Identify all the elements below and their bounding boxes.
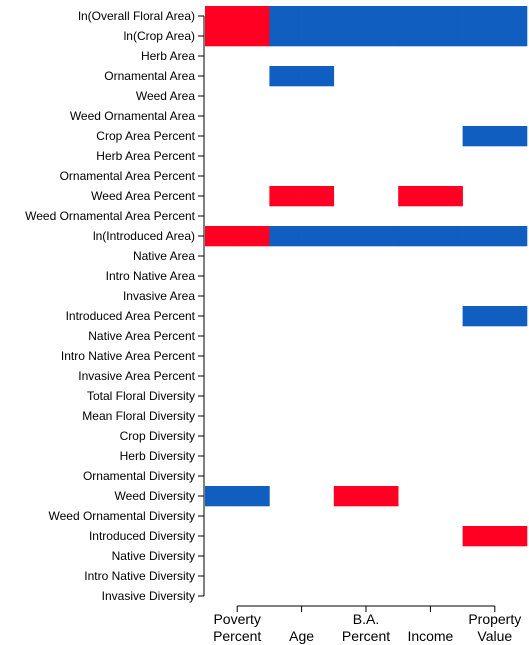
y-tick-label: Ornamental Area Percent xyxy=(60,169,196,183)
heatmap-cell xyxy=(205,226,238,247)
heatmap-cell xyxy=(205,26,238,47)
y-tick-label: Invasive Diversity xyxy=(102,589,195,603)
heatmap-cell xyxy=(494,6,528,27)
heatmap-cell xyxy=(269,66,302,87)
heatmap-cell xyxy=(205,486,238,507)
heatmap-cell xyxy=(462,526,496,547)
y-tick-label: ln(Crop Area) xyxy=(124,29,195,43)
heatmap-cell xyxy=(237,6,270,27)
heatmap-cell xyxy=(494,526,528,547)
heatmap-cells xyxy=(205,6,528,547)
y-tick-label: Ornamental Diversity xyxy=(83,469,195,483)
heatmap-cell xyxy=(301,6,335,27)
y-tick-label: Introduced Diversity xyxy=(89,529,195,543)
heatmap-cell xyxy=(430,186,463,207)
y-tick-label: Crop Area Percent xyxy=(96,129,195,143)
y-tick-label: Herb Diversity xyxy=(120,449,195,463)
heatmap-cell xyxy=(269,26,302,47)
x-axis: Poverty Percent Age B.A. Percent Income Proper… xyxy=(213,605,521,644)
heatmap-cell xyxy=(462,26,496,47)
heatmap-cell xyxy=(398,6,431,27)
heatmap-cell xyxy=(269,186,302,207)
y-tick-label: ln(Overall Floral Area) xyxy=(78,9,195,23)
heatmap-cell xyxy=(462,306,496,327)
heatmap-cell xyxy=(269,226,302,247)
y-tick-label: Native Area Percent xyxy=(88,329,195,343)
heatmap-cell xyxy=(301,226,335,247)
x-tick-label: Property Value xyxy=(468,611,521,644)
heatmap-cell xyxy=(494,306,528,327)
heatmap-cell xyxy=(494,226,528,247)
heatmap-cell xyxy=(366,26,399,47)
y-tick-label: Weed Ornamental Area Percent xyxy=(25,209,196,223)
y-tick-label: Invasive Area xyxy=(123,289,195,303)
heatmap-cell xyxy=(462,126,496,147)
y-tick-label: Weed Diversity xyxy=(115,489,195,503)
y-tick-label: Native Area xyxy=(133,249,195,263)
heatmap-cell xyxy=(333,486,367,507)
heatmap-cell xyxy=(237,26,270,47)
y-tick-label: Introduced Area Percent xyxy=(66,309,196,323)
y-tick-label: Weed Area Percent xyxy=(91,189,196,203)
heatmap-cell xyxy=(301,66,335,87)
heatmap-cell xyxy=(430,226,463,247)
heatmap-cell xyxy=(301,186,335,207)
x-tick-label: Income xyxy=(407,628,453,644)
x-tick-label: Poverty Percent xyxy=(213,611,261,644)
y-tick-label: ln(Introduced Area) xyxy=(93,229,195,243)
heatmap-cell xyxy=(462,6,496,27)
heatmap-cell xyxy=(494,126,528,147)
y-tick-label: Native Diversity xyxy=(112,549,195,563)
y-tick-label: Herb Area Percent xyxy=(96,149,195,163)
y-tick-label: Intro Native Area Percent xyxy=(61,349,196,363)
heatmap-cell xyxy=(430,26,463,47)
heatmap-cell xyxy=(301,26,335,47)
heatmap-cell xyxy=(430,6,463,27)
y-tick-label: Intro Native Diversity xyxy=(84,569,195,583)
y-tick-label: Weed Ornamental Area xyxy=(70,109,196,123)
y-tick-label: Mean Floral Diversity xyxy=(82,409,195,423)
heatmap-cell xyxy=(333,226,367,247)
heatmap-cell xyxy=(366,486,399,507)
heatmap-cell xyxy=(205,6,238,27)
heatmap-cell xyxy=(366,226,399,247)
heatmap-cell xyxy=(333,6,367,27)
heatmap-cell xyxy=(462,226,496,247)
heatmap-cell xyxy=(398,186,431,207)
y-axis: ln(Overall Floral Area) ln(Crop Area) Herb… xyxy=(25,9,205,603)
heatmap-cell xyxy=(398,226,431,247)
x-tick-label: B.A. Percent xyxy=(342,611,390,644)
y-tick-label: Crop Diversity xyxy=(120,429,195,443)
heatmap-cell xyxy=(237,486,270,507)
y-tick-label: Weed Area xyxy=(136,89,195,103)
heatmap-cell xyxy=(269,6,302,27)
heatmap-cell xyxy=(237,226,270,247)
y-tick-label: Herb Area xyxy=(141,49,195,63)
heatmap-cell xyxy=(366,6,399,27)
heatmap-cell xyxy=(398,26,431,47)
heatmap-cell xyxy=(333,26,367,47)
y-tick-label: Weed Ornamental Diversity xyxy=(49,509,196,523)
x-tick-label: Age xyxy=(289,628,314,644)
y-tick-label: Total Floral Diversity xyxy=(87,389,195,403)
heatmap-cell xyxy=(494,26,528,47)
y-tick-label: Intro Native Area xyxy=(106,269,196,283)
y-tick-label: Invasive Area Percent xyxy=(78,369,195,383)
y-tick-label: Ornamental Area xyxy=(104,69,195,83)
